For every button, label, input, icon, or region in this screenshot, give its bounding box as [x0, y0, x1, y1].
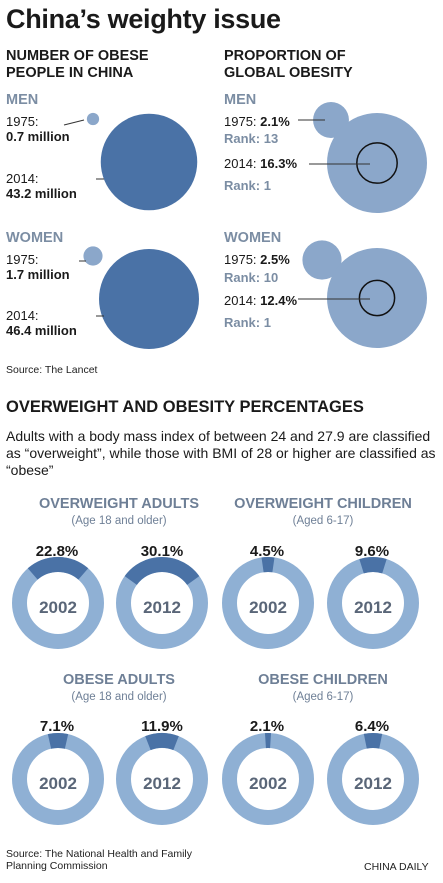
- men-1975-year: 1975:: [6, 114, 39, 129]
- women-share-1975: 1975: 2.5%: [224, 252, 290, 267]
- obese-people-heading-line1: NUMBER OF OBESE: [6, 48, 149, 64]
- group-heading-obese-children: OBESE CHILDREN: [258, 672, 388, 688]
- bubble-share-women-2014: [358, 279, 396, 317]
- group-sub-overweight-adults: (Age 18 and older): [71, 515, 167, 527]
- men-share-2014-year: 2014:: [224, 156, 257, 171]
- obese-people-heading: NUMBER OF OBESE PEOPLE IN CHINA: [6, 48, 149, 82]
- women-share-1975-pct: 2.5%: [260, 252, 290, 267]
- women-share-2014-pct: 12.4%: [260, 293, 298, 308]
- bubble-people-men-2014: [100, 113, 198, 211]
- global-obesity-heading: PROPORTION OF GLOBAL OBESITY: [224, 48, 353, 82]
- donut-segment-overweight-children-2012: [359, 557, 387, 574]
- group-sub-obese-children: (Aged 6-17): [292, 691, 354, 703]
- donut-segment-overweight-adults-2012: [124, 557, 200, 586]
- global-obesity-heading-line2: GLOBAL OBESITY: [224, 65, 353, 81]
- obese-people-heading-line2: PEOPLE IN CHINA: [6, 65, 134, 81]
- women-2014-value: 46.4 million: [6, 323, 77, 338]
- bubble-people-women-2014: [99, 249, 199, 349]
- leader-men-1975: [63, 119, 85, 126]
- bubble-share-men-1975: [313, 102, 349, 138]
- bubble-people-men-1975: [86, 112, 100, 126]
- group-heading-overweight-children: OVERWEIGHT CHILDREN: [234, 496, 412, 512]
- pct-label-overweight-adults-2002: 22.8%: [35, 543, 79, 560]
- men-2014-label: 2014: 43.2 million: [6, 171, 77, 201]
- women-label-left: WOMEN: [6, 230, 64, 246]
- donut-year-overweight-children-2012: 2012: [354, 598, 392, 617]
- bubble-world-women: [327, 248, 427, 348]
- men-rank-1975: Rank: 13: [224, 131, 279, 146]
- women-2014-label: 2014: 46.4 million: [6, 308, 77, 338]
- group-heading-overweight-adults: OVERWEIGHT ADULTS: [38, 496, 200, 512]
- donut-year-obese-adults-2012: 2012: [143, 774, 181, 793]
- women-share-2014-year: 2014:: [224, 293, 257, 308]
- men-2014-year: 2014:: [6, 171, 39, 186]
- page-title: China’s weighty issue: [6, 4, 281, 34]
- global-obesity-heading-line1: PROPORTION OF: [224, 48, 346, 64]
- pct-label-overweight-adults-2012: 30.1%: [140, 543, 184, 560]
- men-share-2014: 2014: 16.3%: [224, 156, 297, 171]
- donut-year-obese-adults-2002: 2002: [39, 774, 77, 793]
- donut-segment-overweight-adults-2002: [27, 557, 89, 580]
- group-sub-overweight-children: (Aged 6-17): [292, 515, 354, 527]
- group-sub-obese-adults: (Age 18 and older): [71, 691, 167, 703]
- section-description: Adults with a body mass index of between…: [6, 428, 436, 478]
- women-2014-year: 2014:: [6, 308, 39, 323]
- men-share-1975-year: 1975:: [224, 114, 257, 129]
- donut-segment-obese-children-2012: [363, 733, 383, 749]
- bubble-people-women-1975: [83, 246, 103, 266]
- men-share-2014-pct: 16.3%: [260, 156, 298, 171]
- pct-label-obese-adults-2002: 7.1%: [39, 718, 75, 735]
- women-label-right: WOMEN: [224, 230, 282, 246]
- donut-segment-obese-adults-2002: [47, 733, 69, 749]
- source-commission-line1: Source: The National Health and Family: [6, 848, 192, 860]
- donut-year-obese-children-2012: 2012: [354, 774, 392, 793]
- men-rank-2014: Rank: 1: [224, 178, 271, 193]
- donut-year-obese-children-2002: 2002: [249, 774, 287, 793]
- pct-label-obese-children-2002: 2.1%: [249, 718, 285, 735]
- donut-year-overweight-adults-2012: 2012: [143, 598, 181, 617]
- women-1975-year: 1975:: [6, 252, 39, 267]
- group-heading-obese-adults: OBESE ADULTS: [63, 672, 175, 688]
- bubble-share-women-1975: [302, 240, 342, 280]
- source-lancet: Source: The Lancet: [6, 364, 98, 376]
- pct-label-overweight-children-2012: 9.6%: [354, 543, 390, 560]
- men-1975-label: 1975: 0.7 million: [6, 114, 70, 144]
- women-rank-1975: Rank: 10: [224, 270, 279, 285]
- section-heading: OVERWEIGHT AND OBESITY PERCENTAGES: [6, 398, 364, 416]
- men-2014-value: 43.2 million: [6, 186, 77, 201]
- women-1975-value: 1.7 million: [6, 267, 70, 282]
- men-1975-value: 0.7 million: [6, 129, 70, 144]
- pct-label-obese-adults-2012: 11.9%: [141, 718, 183, 735]
- women-1975-label: 1975: 1.7 million: [6, 252, 70, 282]
- pct-label-overweight-children-2002: 4.5%: [249, 543, 285, 560]
- source-commission-line2: Planning Commission: [6, 860, 108, 872]
- women-share-2014: 2014: 12.4%: [224, 293, 297, 308]
- bubble-world-men: [327, 113, 427, 213]
- women-share-1975-year: 1975:: [224, 252, 257, 267]
- men-share-1975: 1975: 2.1%: [224, 114, 290, 129]
- women-rank-2014: Rank: 1: [224, 315, 271, 330]
- bubble-share-men-2014: [356, 142, 398, 184]
- source-commission: Source: The National Health and Family P…: [6, 848, 192, 872]
- donut-segment-obese-adults-2012: [145, 733, 179, 751]
- men-label-right: MEN: [224, 92, 257, 108]
- credit: CHINA DAILY: [364, 861, 429, 873]
- men-share-1975-pct: 2.1%: [260, 114, 290, 129]
- donut-year-overweight-adults-2002: 2002: [39, 598, 77, 617]
- pct-label-obese-children-2012: 6.4%: [354, 718, 390, 735]
- donut-year-overweight-children-2002: 2002: [249, 598, 287, 617]
- men-label-left: MEN: [6, 92, 39, 108]
